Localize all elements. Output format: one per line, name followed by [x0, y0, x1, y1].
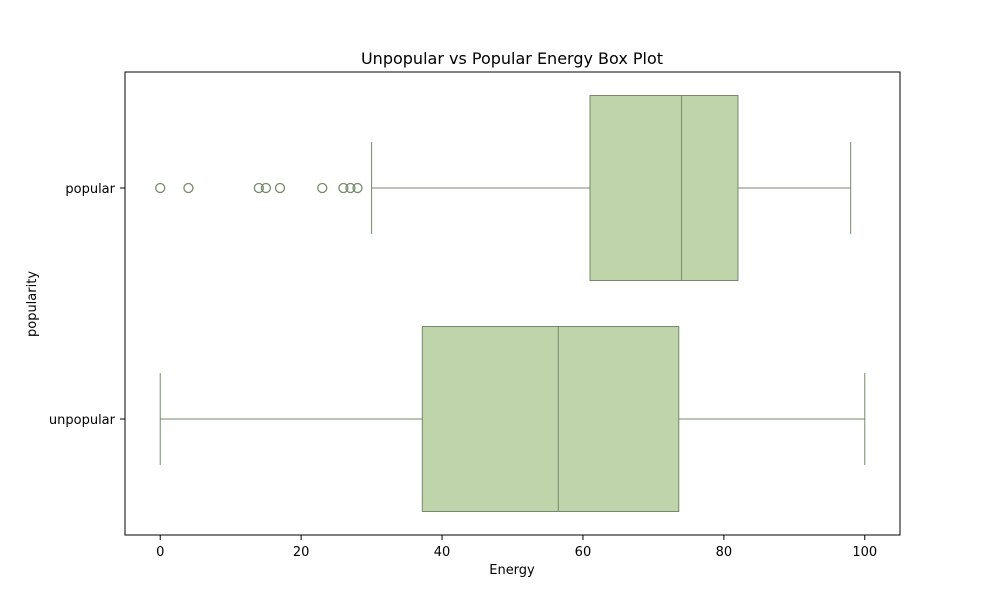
iqr-box-popular [589, 95, 739, 281]
x-tick-label: 60 [575, 545, 592, 560]
plot-area [155, 95, 866, 512]
x-tick-label: 100 [852, 545, 877, 560]
box-group-unpopular [159, 326, 866, 512]
outlier-point-popular [352, 182, 363, 194]
outlier-point-popular [155, 182, 166, 194]
outlier-point-popular [260, 182, 272, 194]
x-tick-label: 0 [156, 545, 164, 560]
x-tick-label: 20 [293, 545, 310, 560]
y-axis-title: popularity [25, 271, 40, 337]
axes: popular unpopular 0 20 40 60 80 100 [49, 182, 877, 560]
plot-frame [124, 71, 901, 536]
chart-title: Unpopular vs Popular Energy Box Plot [361, 49, 663, 68]
outlier-point-popular [253, 182, 265, 194]
outlier-point-popular [317, 182, 328, 194]
outlier-point-popular [274, 182, 286, 194]
box-group-popular [155, 95, 852, 281]
outlier-point-popular [338, 182, 349, 194]
outlier-point-popular [345, 182, 356, 194]
outlier-point-popular [183, 182, 194, 194]
x-tick-label: 80 [716, 545, 733, 560]
x-axis-title: Energy [489, 563, 535, 578]
y-tick-label-popular: popular [65, 182, 115, 197]
y-tick-label-unpopular: unpopular [49, 413, 116, 428]
x-tick-label: 40 [434, 545, 451, 560]
iqr-box-unpopular [421, 326, 680, 512]
